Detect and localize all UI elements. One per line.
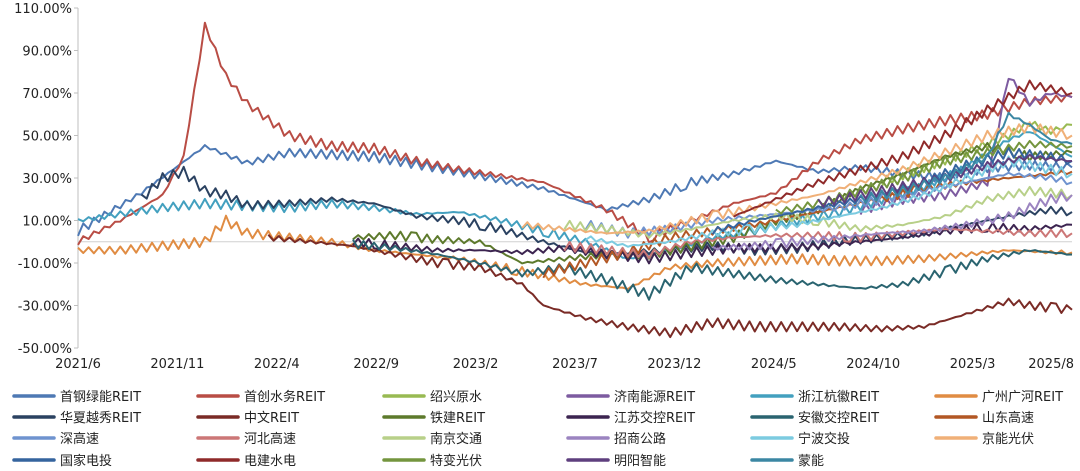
x-tick-label: 2025/3 (950, 357, 996, 372)
legend-label: 电建水电 (244, 454, 296, 469)
axes: 110.00% 90.00% 70.00% 50.00% 30.00% 10.00% -10… (14, 2, 1074, 372)
series-line-4 (859, 77, 1073, 216)
legend-label: 南京交通 (430, 431, 482, 447)
series-line-23 (859, 111, 1073, 204)
legend-label: 宁波交投 (798, 431, 850, 447)
series-line-16 (712, 191, 1073, 251)
legend-label: 明阳智能 (614, 454, 666, 469)
legend-label: 首创水务REIT (244, 389, 325, 405)
series-line-15 (563, 185, 1073, 239)
y-tick-label: 70.00% (22, 87, 72, 102)
legend-label: 首钢绿能REIT (60, 390, 141, 405)
x-tick-label: 2025/8 (1028, 357, 1074, 372)
legend-label: 中文REIT (244, 411, 299, 426)
y-tick-label: 10.00% (22, 215, 72, 230)
x-tick-label: 2022/9 (353, 357, 399, 372)
legend-label: 浙江杭徽REIT (798, 390, 879, 405)
legend: 首钢绿能REIT 首创水务REIT 绍兴原水 济南能源REIT 浙江杭徽REIT 广州广河… (12, 389, 1063, 469)
y-tick-label: -30.00% (18, 300, 72, 315)
y-tick-label: 90.00% (22, 45, 72, 60)
y-tick-label: 30.00% (22, 172, 72, 187)
legend-label: 河北高速 (244, 431, 296, 447)
x-tick-label: 2023/12 (647, 357, 701, 372)
y-tick-label: -10.00% (18, 257, 72, 272)
y-tick-label: -50.00% (18, 342, 72, 357)
legend-label: 招商公路 (614, 431, 666, 447)
legend-label: 特变光伏 (430, 453, 482, 469)
x-tick-label: 2023/2 (453, 357, 499, 372)
legend-label: 山东高速 (982, 410, 1034, 426)
series-line-14 (563, 228, 1073, 259)
x-tick-label: 2024/10 (846, 357, 900, 372)
series-line-17 (585, 155, 1073, 248)
x-tick-label: 2022/4 (254, 357, 300, 372)
series-lines (77, 21, 1073, 339)
x-tick-label: 2021/6 (55, 357, 101, 372)
legend-label: 深高速 (60, 431, 99, 447)
legend-label: 国家电投 (60, 453, 112, 469)
series-line-8 (267, 234, 1073, 339)
series-line-6 (77, 214, 1073, 290)
series-line-3 (880, 120, 1073, 188)
series-line-18 (521, 121, 1073, 235)
series-line-10 (352, 221, 1073, 265)
legend-label: 济南能源REIT (614, 389, 695, 405)
series-line-20 (733, 79, 1073, 218)
y-tick-label: 50.00% (22, 130, 72, 145)
legend-label: 广州广河REIT (982, 390, 1063, 405)
legend-label: 安徽交控REIT (798, 410, 879, 426)
y-tick-label: 110.00% (14, 2, 72, 17)
legend-label: 京能光伏 (982, 432, 1034, 447)
series-line-11 (352, 238, 1073, 301)
legend-label: 华夏越秀REIT (60, 411, 141, 426)
legend-label: 蒙能 (798, 454, 824, 469)
series-line-2 (77, 21, 1073, 246)
x-tick-label: 2023/7 (552, 357, 598, 372)
series-line-9 (352, 141, 1073, 265)
legend-label: 江苏交控REIT (614, 410, 695, 426)
legend-label: 绍兴原水 (430, 390, 482, 405)
legend-label: 铁建REIT (430, 411, 485, 426)
x-tick-label: 2021/11 (150, 357, 204, 372)
x-tick-label: 2024/5 (751, 357, 797, 372)
